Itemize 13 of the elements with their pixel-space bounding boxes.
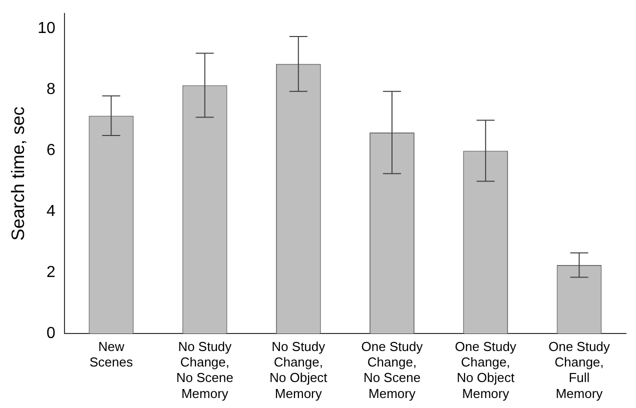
x-tick-label: New Scenes [90,338,134,370]
x-tick-label: No Study Change, No Object Memory [269,338,328,401]
y-tick-label: 6 [46,142,56,160]
y-tick-label: 4 [46,203,56,220]
y-tick-label: 2 [46,264,56,282]
x-tick-label: One Study Change, Full Memory [548,338,610,401]
y-tick-label: 8 [46,81,56,98]
y-axis-title: Search time, sec [8,106,28,241]
y-tick-label: 0 [46,325,56,342]
x-tick-label: No Study Change, No Scene Memory [176,338,234,401]
x-tick-label: One Study Change, No Object Memory [454,338,517,401]
y-tick-label: 10 [38,20,56,38]
x-tick-label: One Study Change, No Scene Memory [361,338,424,401]
